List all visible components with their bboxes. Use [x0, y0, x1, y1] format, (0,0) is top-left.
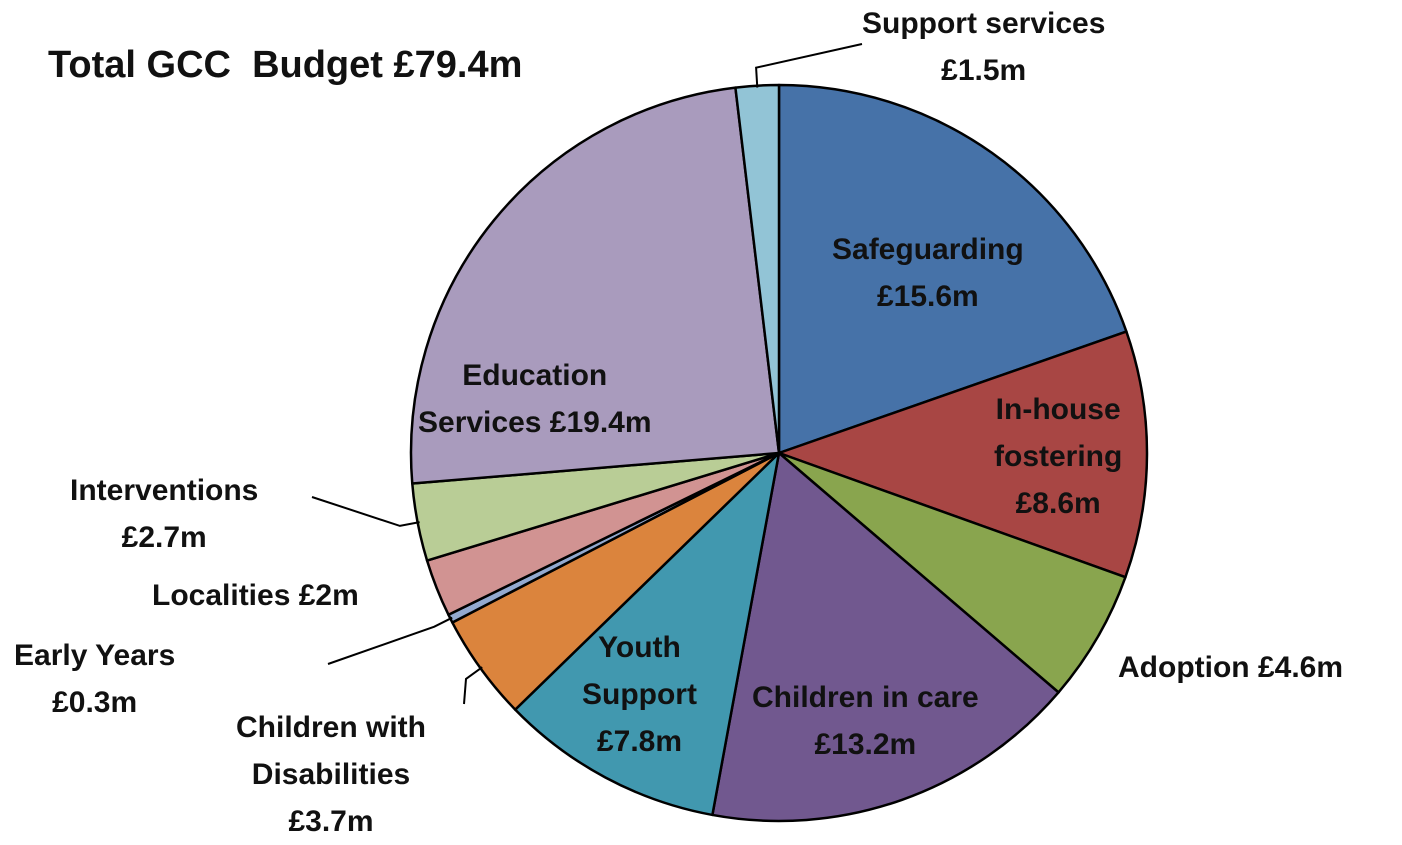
- label-children-in-care: Children in care £13.2m: [752, 681, 979, 761]
- chart-title: Total GCC Budget £79.4m: [48, 44, 523, 86]
- label-safeguarding: Safeguarding £15.6m: [832, 233, 1024, 313]
- pie-slice-youth-support: [513, 451, 781, 817]
- label-support-services: Support services £1.5m: [862, 7, 1106, 87]
- leader-line-early-years: [327, 616, 453, 665]
- label-early-years: Early Years £0.3m: [14, 639, 176, 719]
- pie-slice-in-house-fostering: [777, 330, 1149, 579]
- label-localities: Localities £2m: [152, 579, 359, 612]
- leader-line-support-services: [755, 43, 863, 88]
- pie-slice-education-services: [409, 86, 781, 485]
- pie-slice-children-in-care: [711, 451, 1060, 823]
- label-in-house-fostering: In-house fostering £8.6m: [994, 393, 1123, 520]
- pie-slice-adoption: [777, 451, 1127, 694]
- label-education-services: Education Services £19.4m: [418, 359, 652, 439]
- label-adoption: Adoption £4.6m: [1118, 651, 1344, 684]
- leader-line-interventions: [311, 496, 420, 527]
- label-interventions: Interventions £2.7m: [70, 474, 259, 554]
- label-children-with-disabilities: Children with Disabilities £3.7m: [236, 711, 426, 838]
- label-youth-support: Youth Support £7.8m: [582, 631, 697, 758]
- leader-line-children-with-disabilities: [463, 666, 483, 705]
